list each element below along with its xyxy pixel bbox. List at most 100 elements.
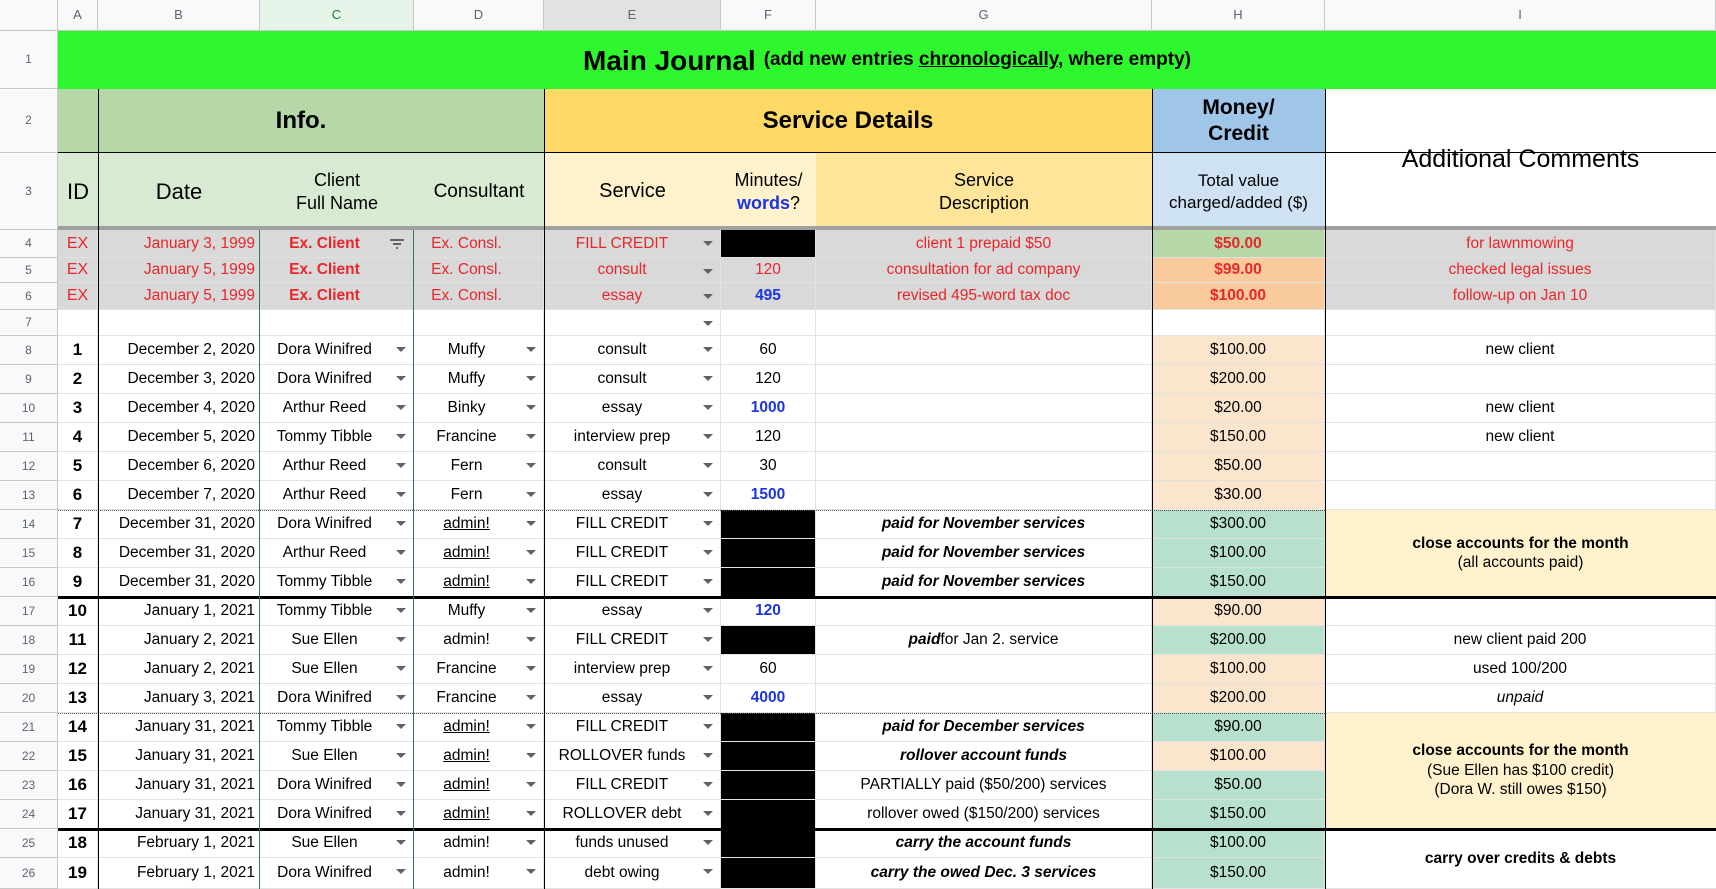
row-header-18[interactable]: 18 xyxy=(0,626,58,655)
row-date[interactable]: December 6, 2020 xyxy=(98,452,260,481)
client-dropdown-icon[interactable] xyxy=(396,405,406,410)
row-description[interactable]: paid for November services xyxy=(816,539,1152,568)
client-dropdown-icon[interactable] xyxy=(396,376,406,381)
select-all-corner[interactable] xyxy=(0,0,58,31)
row-description[interactable] xyxy=(816,336,1152,365)
row-header-5[interactable]: 5 xyxy=(0,258,58,283)
row-amount[interactable]: $150.00 xyxy=(1152,858,1325,889)
row-minutes[interactable]: 120 xyxy=(721,423,816,452)
row-minutes[interactable] xyxy=(721,230,816,258)
row-description[interactable] xyxy=(816,423,1152,452)
row-consultant[interactable]: admin! xyxy=(414,829,544,858)
client-dropdown-icon[interactable] xyxy=(396,724,406,729)
service-dropdown-icon[interactable] xyxy=(703,492,713,497)
row-date[interactable]: December 31, 2020 xyxy=(98,510,260,539)
service-dropdown-icon[interactable] xyxy=(703,241,713,246)
row-description[interactable]: rollover account funds xyxy=(816,742,1152,771)
row-client[interactable]: Ex. Client xyxy=(260,283,414,310)
row-minutes[interactable] xyxy=(721,713,816,742)
row-amount[interactable]: $50.00 xyxy=(1152,771,1325,800)
row-service[interactable]: essay xyxy=(544,283,721,310)
row-header-25[interactable]: 25 xyxy=(0,829,58,858)
service-dropdown-icon[interactable] xyxy=(703,753,713,758)
row-description[interactable] xyxy=(816,394,1152,423)
row-description[interactable]: carry the owed Dec. 3 services xyxy=(816,858,1152,889)
row-service[interactable]: interview prep xyxy=(544,655,721,684)
row-comment[interactable]: new client xyxy=(1325,423,1716,452)
service-dropdown-icon[interactable] xyxy=(703,463,713,468)
row-minutes[interactable] xyxy=(721,800,816,829)
client-dropdown-icon[interactable] xyxy=(396,782,406,787)
row-client[interactable]: Sue Ellen xyxy=(260,626,414,655)
row-date[interactable]: January 3, 2021 xyxy=(98,684,260,713)
row-date[interactable]: January 31, 2021 xyxy=(98,771,260,800)
row-header-1[interactable]: 1 xyxy=(0,31,58,89)
row-consultant[interactable]: admin! xyxy=(414,510,544,539)
row-amount[interactable]: $100.00 xyxy=(1152,829,1325,858)
row-consultant[interactable]: admin! xyxy=(414,858,544,889)
row-comment[interactable]: unpaid xyxy=(1325,684,1716,713)
row-consultant[interactable]: admin! xyxy=(414,626,544,655)
client-dropdown-icon[interactable] xyxy=(396,753,406,758)
consultant-dropdown-icon[interactable] xyxy=(526,782,536,787)
consultant-dropdown-icon[interactable] xyxy=(526,666,536,671)
row-amount[interactable]: $200.00 xyxy=(1152,684,1325,713)
column-header-a[interactable]: A xyxy=(58,0,98,31)
row-minutes[interactable] xyxy=(721,310,816,336)
row-date[interactable]: February 1, 2021 xyxy=(98,858,260,889)
service-dropdown-icon[interactable] xyxy=(703,321,713,326)
row-service[interactable]: ROLLOVER funds xyxy=(544,742,721,771)
row-header-4[interactable]: 4 xyxy=(0,230,58,258)
row-date[interactable]: January 2, 2021 xyxy=(98,655,260,684)
row-header-2[interactable]: 2 xyxy=(0,89,58,153)
service-dropdown-icon[interactable] xyxy=(703,695,713,700)
row-amount[interactable]: $20.00 xyxy=(1152,394,1325,423)
row-header-24[interactable]: 24 xyxy=(0,800,58,829)
row-header-3[interactable]: 3 xyxy=(0,153,58,230)
row-date[interactable]: January 31, 2021 xyxy=(98,742,260,771)
row-consultant[interactable]: admin! xyxy=(414,539,544,568)
row-service[interactable]: consult xyxy=(544,452,721,481)
service-dropdown-icon[interactable] xyxy=(703,269,713,274)
row-amount[interactable]: $100.00 xyxy=(1152,336,1325,365)
row-client[interactable]: Arthur Reed xyxy=(260,452,414,481)
row-date[interactable]: January 5, 1999 xyxy=(98,258,260,283)
row-amount[interactable]: $200.00 xyxy=(1152,365,1325,394)
row-amount[interactable]: $100.00 xyxy=(1152,539,1325,568)
row-amount[interactable]: $300.00 xyxy=(1152,510,1325,539)
row-date[interactable]: January 1, 2021 xyxy=(98,597,260,626)
row-service[interactable]: debt owing xyxy=(544,858,721,889)
row-header-8[interactable]: 8 xyxy=(0,336,58,365)
row-client[interactable]: Dora Winifred xyxy=(260,684,414,713)
row-comment[interactable]: new client xyxy=(1325,394,1716,423)
client-dropdown-icon[interactable] xyxy=(396,492,406,497)
row-comment[interactable]: checked legal issues xyxy=(1325,258,1716,283)
row-minutes[interactable]: 60 xyxy=(721,655,816,684)
row-comment[interactable]: for lawnmowing xyxy=(1325,230,1716,258)
row-service[interactable]: FILL CREDIT xyxy=(544,771,721,800)
row-consultant[interactable]: Muffy xyxy=(414,597,544,626)
row-client[interactable]: Dora Winifred xyxy=(260,800,414,829)
row-client[interactable]: Tommy Tibble xyxy=(260,568,414,597)
row-amount[interactable]: $100.00 xyxy=(1152,655,1325,684)
row-comment[interactable]: follow-up on Jan 10 xyxy=(1325,283,1716,310)
row-client[interactable]: Ex. Client xyxy=(260,258,414,283)
row-description[interactable]: paid for December services xyxy=(816,713,1152,742)
row-comment[interactable] xyxy=(1325,481,1716,510)
row-client[interactable]: Tommy Tibble xyxy=(260,423,414,452)
row-service[interactable]: FILL CREDIT xyxy=(544,626,721,655)
column-header-c[interactable]: C xyxy=(260,0,414,31)
consultant-dropdown-icon[interactable] xyxy=(526,840,536,845)
service-dropdown-icon[interactable] xyxy=(703,294,713,299)
column-header-d[interactable]: D xyxy=(414,0,544,31)
row-client[interactable]: Arthur Reed xyxy=(260,481,414,510)
row-amount[interactable]: $150.00 xyxy=(1152,423,1325,452)
row-description[interactable] xyxy=(816,481,1152,510)
row-consultant[interactable]: Fern xyxy=(414,481,544,510)
row-client[interactable]: Tommy Tibble xyxy=(260,597,414,626)
row-description[interactable]: paid for November services xyxy=(816,568,1152,597)
client-dropdown-icon[interactable] xyxy=(396,463,406,468)
consultant-dropdown-icon[interactable] xyxy=(526,550,536,555)
row-minutes[interactable] xyxy=(721,568,816,597)
row-comment[interactable] xyxy=(1325,365,1716,394)
